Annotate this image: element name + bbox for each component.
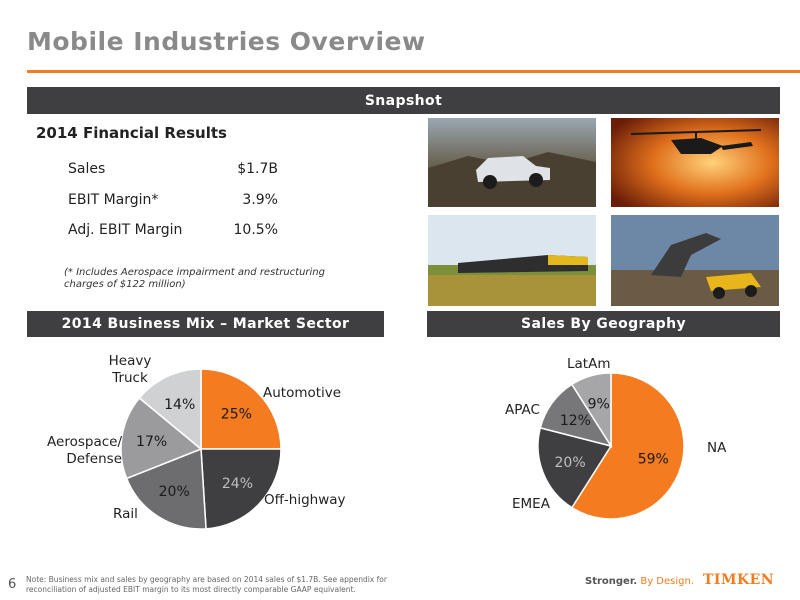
pie-label-emea: EMEA — [512, 496, 550, 512]
sector-slice-3 — [121, 396, 203, 480]
market-sector-pie: 25% 24% 20% 17% 14% — [121, 369, 281, 529]
title-divider — [27, 70, 800, 73]
geography-header: Sales By Geography — [427, 311, 780, 337]
footer-note: Note: Business mix and sales by geograph… — [26, 575, 387, 594]
page-number: 6 — [8, 577, 17, 592]
sales-value: $1.7B — [237, 161, 278, 177]
mining-photo — [611, 215, 779, 306]
pie-label-aerospace: Aerospace/ Defense — [47, 434, 122, 467]
pie-label-na: NA — [707, 440, 727, 456]
ebit-margin-label: EBIT Margin* — [68, 192, 159, 208]
page-title: Mobile Industries Overview — [27, 27, 426, 56]
sector-slice-0 — [200, 369, 281, 450]
tagline-stronger: Stronger. — [585, 576, 638, 587]
sector-value-label-1: 24% — [222, 476, 253, 492]
geo-value-label-0: 59% — [638, 451, 669, 467]
geo-value-label-3: 9% — [588, 397, 610, 413]
pie-label-off-highway: Off-highway — [264, 492, 346, 508]
sector-value-label-0: 25% — [221, 407, 252, 423]
train-photo — [428, 215, 596, 306]
business-mix-header: 2014 Business Mix – Market Sector — [27, 311, 384, 337]
pie-label-automotive: Automotive — [263, 385, 342, 401]
pie-label-heavy-truck: Heavy Truck — [108, 353, 152, 386]
geo-value-label-1: 20% — [555, 455, 586, 471]
pie-label-apac: APAC — [505, 402, 540, 418]
pie-label-rail: Rail — [113, 506, 138, 522]
geo-value-label-2: 12% — [560, 413, 591, 429]
ebit-margin-value: 3.9% — [242, 192, 278, 208]
sector-value-label-3: 17% — [136, 434, 167, 450]
truck-photo — [428, 118, 596, 207]
sales-label: Sales — [68, 161, 106, 177]
sector-slice-4 — [138, 369, 202, 451]
geo-slice-0 — [570, 373, 684, 519]
financial-footnote: (* Includes Aerospace impairment and res… — [64, 267, 325, 290]
sector-slice-2 — [125, 447, 207, 529]
sector-slice-1 — [200, 448, 281, 529]
geo-slice-1 — [538, 426, 613, 509]
geography-pie: 59% 20% 12%9% — [538, 373, 684, 519]
tagline-by-design: By Design. — [637, 576, 694, 587]
financial-results-heading: 2014 Financial Results — [36, 124, 227, 142]
helicopter-photo — [611, 118, 779, 207]
geo-slice-3 — [570, 373, 612, 449]
tagline: Stronger. By Design. — [585, 576, 694, 587]
adj-ebit-margin-label: Adj. EBIT Margin — [68, 222, 183, 238]
snapshot-header: Snapshot — [27, 87, 780, 114]
sector-value-label-4: 14% — [164, 397, 195, 413]
pie-label-latam: LatAm — [567, 356, 611, 372]
sector-value-label-2: 20% — [159, 484, 190, 500]
adj-ebit-margin-value: 10.5% — [233, 222, 278, 238]
timken-logo: TIMKEN — [703, 572, 775, 588]
